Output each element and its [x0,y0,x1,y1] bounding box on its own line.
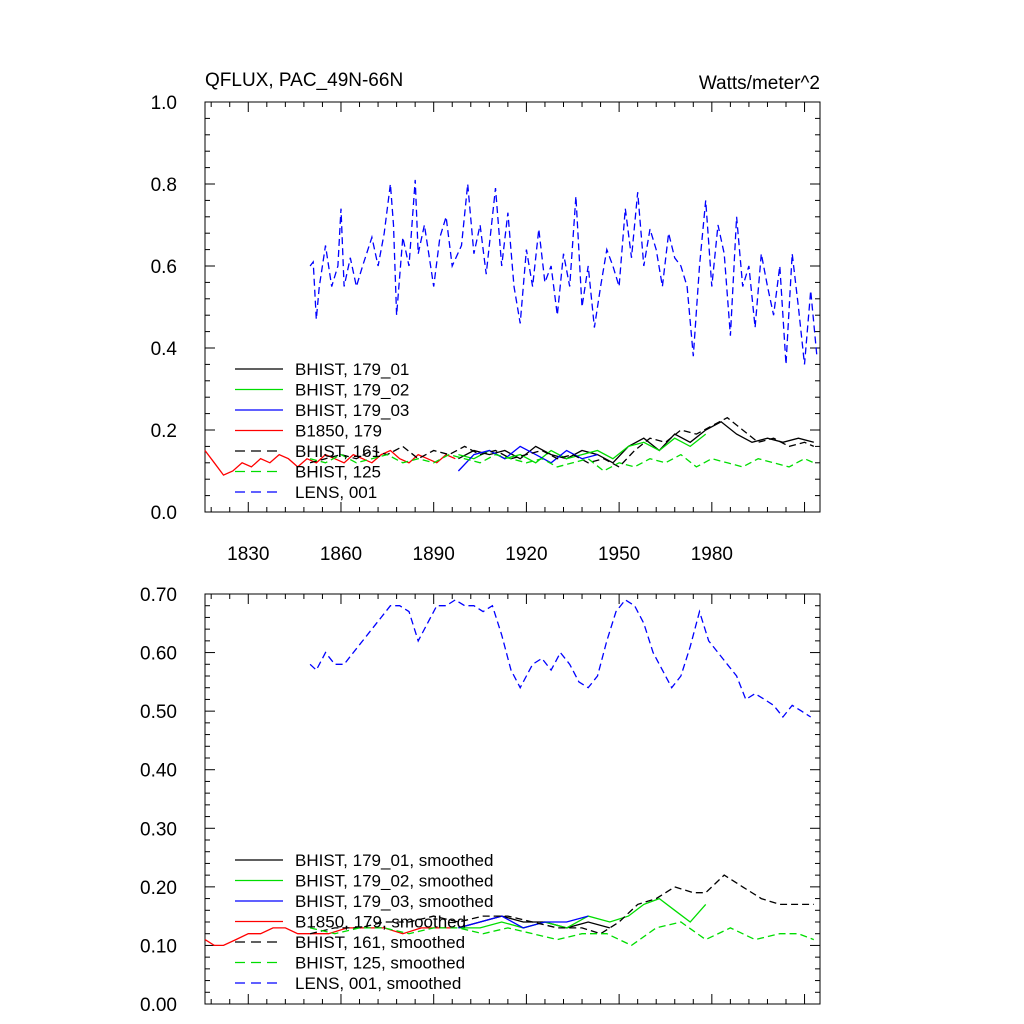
bottom-series-line-1 [458,897,707,929]
top-y-tick-label: 0.4 [151,339,178,360]
top-legend-label-4: BHIST, 161 [295,442,381,461]
top-chart-panel: QFLUX, PAC_49N-66N Watts/meter^2 0.0 0.2 0… [151,70,821,565]
top-x-tick-label: 1920 [505,544,547,565]
top-series-line-3 [204,449,456,476]
bottom-legend-label-1: BHIST, 179_02, smoothed [295,872,493,891]
bottom-y-tick-label: 0.10 [140,936,177,957]
top-series-line-4 [309,416,815,468]
top-y-tick-label: 0.0 [151,503,177,524]
bottom-legend-label-0: BHIST, 179_01, smoothed [295,851,493,870]
bottom-y-tick-label: 0.40 [140,761,177,782]
top-x-tick-label: 1980 [691,544,733,565]
bottom-series-line-6 [309,599,812,719]
top-legend-label-0: BHIST, 179_01 [295,360,409,379]
bottom-y-tick-label: 0.70 [140,585,177,606]
top-x-tick-label: 1830 [227,544,269,565]
bottom-series-line-3 [204,927,456,947]
bottom-legend-label-3: B1850, 179, smoothed [295,913,466,932]
top-x-tick-label: 1950 [598,544,640,565]
top-chart-title: QFLUX, PAC_49N-66N [205,70,403,91]
bottom-series-line-5 [309,921,815,947]
bottom-series-group [204,599,815,947]
top-series-line-6 [309,179,818,365]
bottom-series-line-2 [458,915,589,929]
top-legend-label-2: BHIST, 179_03 [295,401,409,420]
bottom-series-line-4 [309,874,814,935]
bottom-chart-panel: 0.00 0.10 0.20 0.30 0.40 0.50 0.60 0.70 BHIST, 1… [140,585,821,1016]
top-y-tick-label: 0.6 [151,257,177,278]
top-legend-label-3: B1850, 179 [295,422,382,441]
bottom-y-tick-label: 0.20 [140,878,177,899]
top-x-tick-label: 1860 [320,544,362,565]
top-x-tick-label: 1890 [413,544,455,565]
top-legend-label-1: BHIST, 179_02 [295,381,409,400]
top-series-line-5 [309,453,815,472]
bottom-y-tick-label: 0.00 [140,995,177,1016]
top-series-group [204,179,818,476]
bottom-plot-frame [204,593,821,1005]
bottom-y-tick-label: 0.60 [140,644,177,665]
bottom-legend-label-6: LENS, 001, smoothed [295,974,461,993]
top-y-tick-label: 0.2 [151,421,177,442]
bottom-y-tick-label: 0.30 [140,819,177,840]
top-chart-units: Watts/meter^2 [699,73,820,94]
top-legend-label-5: BHIST, 125 [295,463,381,482]
top-y-tick-label: 0.8 [151,175,177,196]
bottom-legend-label-2: BHIST, 179_03, smoothed [295,892,493,911]
bottom-legend-label-4: BHIST, 161, smoothed [295,933,465,952]
top-series-line-2 [457,445,598,472]
top-y-tick-label: 1.0 [151,93,177,114]
bottom-legend-label-5: BHIST, 125, smoothed [295,954,465,973]
top-plot-frame [204,101,821,513]
top-legend-label-6: LENS, 001 [295,483,377,502]
top-series-line-0 [458,421,814,464]
bottom-y-tick-label: 0.50 [140,702,177,723]
